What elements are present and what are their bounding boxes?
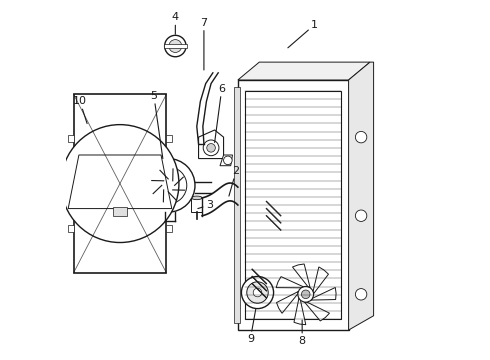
Circle shape	[165, 35, 186, 57]
Polygon shape	[311, 288, 336, 300]
Polygon shape	[294, 298, 306, 325]
Circle shape	[242, 276, 273, 309]
Bar	[113, 207, 127, 216]
Polygon shape	[238, 80, 348, 330]
Text: 4: 4	[172, 13, 179, 34]
Bar	[164, 44, 187, 48]
Circle shape	[355, 131, 367, 143]
Polygon shape	[313, 267, 328, 294]
Text: 8: 8	[298, 320, 306, 346]
Polygon shape	[276, 276, 303, 288]
Polygon shape	[293, 264, 310, 288]
Bar	[167, 135, 172, 143]
Circle shape	[301, 290, 310, 298]
Circle shape	[142, 158, 195, 212]
Circle shape	[298, 287, 314, 302]
Bar	[74, 94, 167, 273]
Bar	[68, 225, 73, 232]
Bar	[245, 91, 342, 319]
Circle shape	[355, 210, 367, 221]
Circle shape	[61, 125, 179, 243]
Circle shape	[247, 282, 268, 303]
Bar	[68, 135, 73, 143]
Ellipse shape	[198, 143, 204, 146]
Bar	[167, 225, 172, 232]
Polygon shape	[68, 155, 172, 208]
Circle shape	[149, 167, 187, 204]
Circle shape	[203, 140, 219, 156]
Polygon shape	[198, 130, 223, 158]
Ellipse shape	[192, 196, 202, 200]
Polygon shape	[238, 62, 370, 80]
Circle shape	[223, 156, 232, 165]
Circle shape	[169, 40, 182, 53]
Text: 2: 2	[229, 166, 240, 196]
Circle shape	[355, 289, 367, 300]
Text: 9: 9	[247, 309, 256, 344]
Text: 5: 5	[150, 91, 163, 158]
Text: 6: 6	[215, 84, 225, 143]
Text: 1: 1	[288, 19, 318, 48]
Polygon shape	[276, 292, 298, 313]
Polygon shape	[134, 171, 142, 200]
Text: 7: 7	[200, 18, 207, 70]
Circle shape	[207, 144, 215, 152]
Bar	[192, 198, 202, 212]
Circle shape	[163, 180, 173, 191]
Text: 10: 10	[73, 96, 87, 123]
Circle shape	[253, 288, 262, 297]
Bar	[234, 87, 240, 323]
Polygon shape	[220, 155, 232, 166]
Text: 3: 3	[198, 200, 213, 210]
Polygon shape	[348, 62, 373, 330]
Polygon shape	[305, 302, 329, 321]
